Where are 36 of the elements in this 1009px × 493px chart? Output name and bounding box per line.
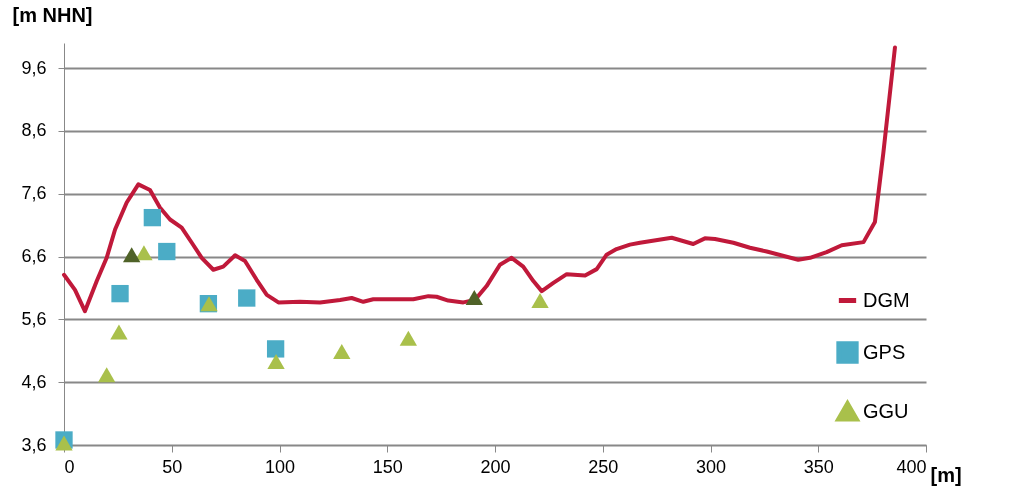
y-tick-label: 4,6: [21, 371, 47, 392]
point: [135, 245, 153, 261]
point: [143, 208, 162, 227]
y-axis-title: [m NHN]: [12, 3, 93, 26]
legend-label: GGU: [863, 399, 909, 422]
y-tick-label: 6,6: [21, 246, 47, 267]
point: [111, 284, 129, 303]
point: [266, 340, 285, 358]
legend-label: GPS: [863, 340, 906, 363]
y-tick-label: 8,6: [21, 120, 47, 141]
y-tick-label: 5,6: [21, 308, 47, 329]
x-tick-label: 300: [695, 456, 727, 477]
point: [531, 293, 549, 309]
y-tick-label: 7,6: [21, 183, 47, 204]
point: [333, 343, 351, 359]
point: [123, 247, 141, 263]
y-tick-label: 3,6: [21, 434, 47, 455]
x-tick-label: 50: [162, 456, 183, 477]
x-tick-label: 150: [372, 456, 403, 477]
point: [267, 353, 285, 369]
point: [110, 324, 128, 340]
y-tick-label: 9,6: [21, 57, 47, 78]
legend-label: DGM: [863, 288, 910, 311]
x-tick-label: 250: [588, 456, 619, 477]
point: [98, 367, 116, 383]
point: [238, 289, 256, 307]
point: [399, 330, 418, 346]
x-tick-label: 200: [480, 456, 511, 477]
point: [55, 435, 73, 451]
x-axis-title: [m]: [930, 463, 962, 486]
x-tick-label: 400: [896, 456, 927, 477]
x-tick-label: 0: [64, 456, 75, 477]
x-tick-label: 350: [803, 456, 834, 477]
point: [465, 289, 483, 305]
x-tick-label: 100: [264, 456, 296, 477]
point: [158, 242, 176, 261]
